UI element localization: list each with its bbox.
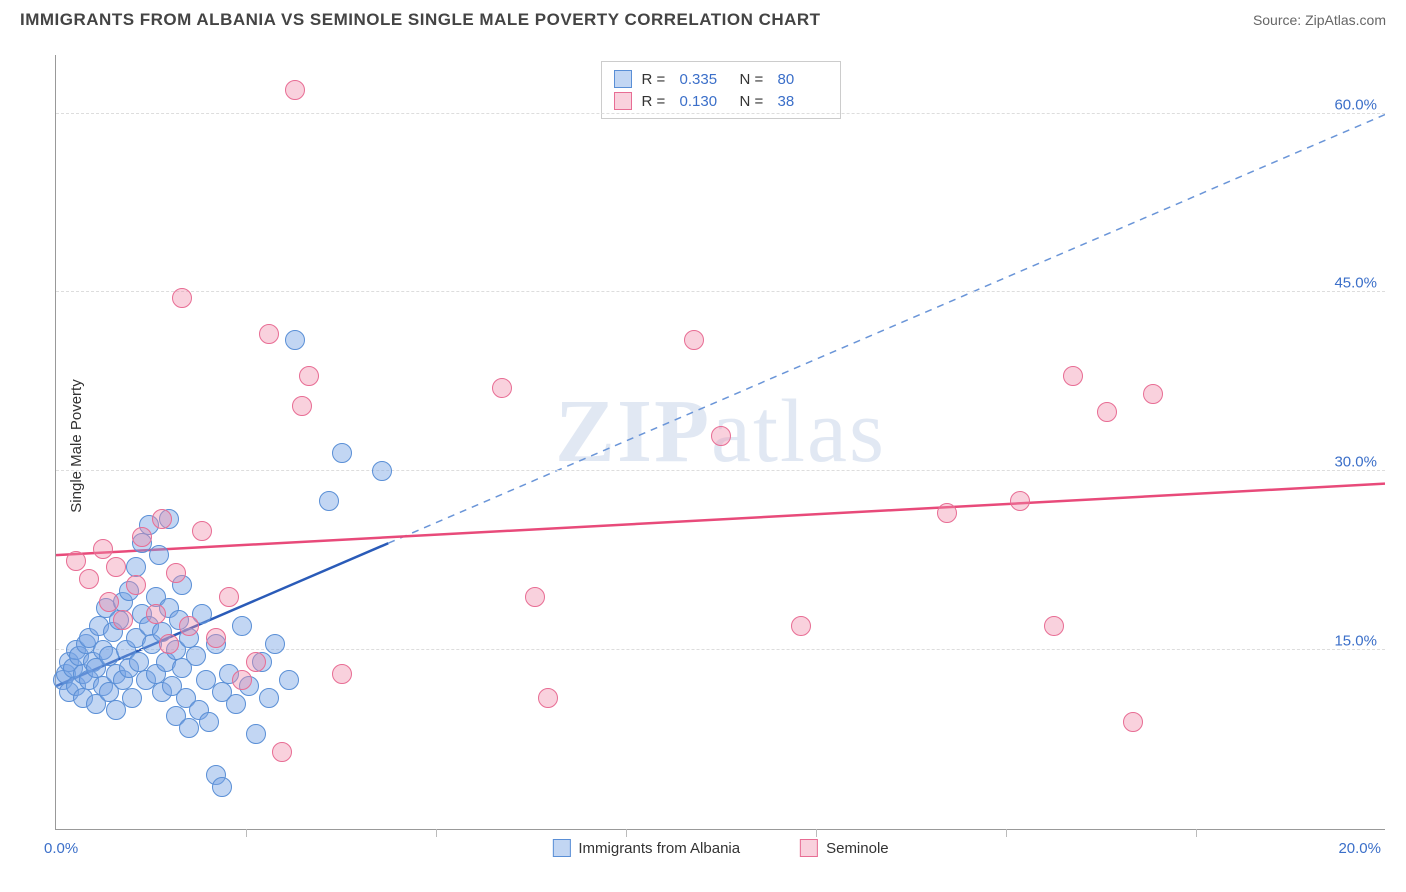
- chart-header: IMMIGRANTS FROM ALBANIA VS SEMINOLE SING…: [0, 0, 1406, 35]
- gridline-h: [56, 649, 1385, 650]
- y-tick-label: 45.0%: [1334, 275, 1377, 292]
- gridline-h: [56, 291, 1385, 292]
- data-point: [1044, 616, 1064, 636]
- data-point: [113, 610, 133, 630]
- data-point: [1063, 366, 1083, 386]
- swatch-seminole: [614, 92, 632, 110]
- data-point: [172, 288, 192, 308]
- data-point: [684, 330, 704, 350]
- data-point: [132, 527, 152, 547]
- data-point: [1143, 384, 1163, 404]
- data-point: [212, 777, 232, 797]
- x-axis-min: 0.0%: [44, 840, 78, 857]
- data-point: [99, 592, 119, 612]
- x-axis-max: 20.0%: [1338, 840, 1381, 857]
- x-tick: [436, 829, 437, 837]
- chart-source: Source: ZipAtlas.com: [1253, 12, 1386, 28]
- data-point: [259, 324, 279, 344]
- x-tick: [816, 829, 817, 837]
- x-tick: [1006, 829, 1007, 837]
- legend-item-seminole: Seminole: [800, 839, 889, 857]
- data-point: [219, 587, 239, 607]
- data-point: [299, 366, 319, 386]
- legend-item-albania: Immigrants from Albania: [552, 839, 740, 857]
- y-tick-label: 30.0%: [1334, 454, 1377, 471]
- stats-legend: R = 0.335 N = 80 R = 0.130 N = 38: [601, 61, 841, 119]
- data-point: [232, 670, 252, 690]
- data-point: [332, 664, 352, 684]
- data-point: [285, 330, 305, 350]
- data-point: [206, 628, 226, 648]
- x-tick: [246, 829, 247, 837]
- stats-row-seminole: R = 0.130 N = 38: [614, 90, 828, 112]
- data-point: [1010, 491, 1030, 511]
- data-point: [246, 652, 266, 672]
- gridline-h: [56, 470, 1385, 471]
- data-point: [166, 563, 186, 583]
- data-point: [179, 616, 199, 636]
- gridline-h: [56, 113, 1385, 114]
- data-point: [525, 587, 545, 607]
- scatter-plot: ZIPatlas R = 0.335 N = 80 R = 0.130 N = …: [55, 55, 1385, 830]
- x-tick: [626, 829, 627, 837]
- data-point: [199, 712, 219, 732]
- data-point: [711, 426, 731, 446]
- stats-row-albania: R = 0.335 N = 80: [614, 68, 828, 90]
- data-point: [149, 545, 169, 565]
- data-point: [179, 718, 199, 738]
- data-point: [126, 575, 146, 595]
- data-point: [538, 688, 558, 708]
- data-point: [259, 688, 279, 708]
- data-point: [93, 539, 113, 559]
- swatch-albania: [614, 70, 632, 88]
- data-point: [292, 396, 312, 416]
- data-point: [122, 688, 142, 708]
- data-point: [159, 634, 179, 654]
- x-tick: [1196, 829, 1197, 837]
- data-point: [79, 569, 99, 589]
- swatch-albania: [552, 839, 570, 857]
- data-point: [232, 616, 252, 636]
- data-point: [319, 491, 339, 511]
- chart-title: IMMIGRANTS FROM ALBANIA VS SEMINOLE SING…: [20, 10, 821, 30]
- data-point: [146, 604, 166, 624]
- data-point: [265, 634, 285, 654]
- data-point: [106, 557, 126, 577]
- data-point: [285, 80, 305, 100]
- y-tick-label: 60.0%: [1334, 96, 1377, 113]
- data-point: [372, 461, 392, 481]
- data-point: [226, 694, 246, 714]
- data-point: [272, 742, 292, 762]
- data-point: [66, 551, 86, 571]
- data-point: [1123, 712, 1143, 732]
- data-point: [332, 443, 352, 463]
- series-legend: Immigrants from Albania Seminole: [552, 839, 888, 857]
- data-point: [186, 646, 206, 666]
- data-point: [1097, 402, 1117, 422]
- data-point: [937, 503, 957, 523]
- swatch-seminole: [800, 839, 818, 857]
- y-tick-label: 15.0%: [1334, 633, 1377, 650]
- data-point: [246, 724, 266, 744]
- data-point: [192, 521, 212, 541]
- data-point: [279, 670, 299, 690]
- data-point: [152, 509, 172, 529]
- data-point: [492, 378, 512, 398]
- data-point: [791, 616, 811, 636]
